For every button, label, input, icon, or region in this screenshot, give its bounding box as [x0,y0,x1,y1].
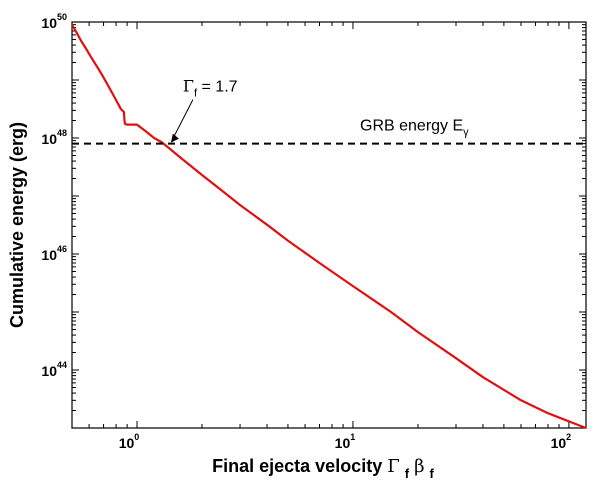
x-tick-label: 101 [335,432,356,451]
x-tick-base: 10 [119,435,135,451]
y-tick-base: 10 [41,247,57,263]
x-tick-exponent: 1 [350,432,355,442]
axis-ticks [71,21,586,429]
y-tick-base: 10 [41,131,57,147]
gamma-annotation-arrow-line [171,99,194,141]
y-tick-base: 10 [41,15,57,31]
grb-energy-label: GRB energy Eγ [360,118,469,139]
series-layer [71,24,587,430]
gamma-subscript: f [194,88,198,100]
gamma-value: = 1.7 [197,79,238,96]
x-axis-label-gamma: Γ [387,456,400,477]
y-tick-exponent: 46 [57,244,67,254]
x-tick-label: 100 [119,432,140,451]
plot-frame [71,21,587,429]
x-tick-base: 10 [551,435,567,451]
y-axis-label: Cumulative energy (erg) [7,122,27,328]
y-tick-base: 10 [41,363,57,379]
y-tick-label: 1048 [41,128,67,147]
annotations: Γf = 1.7 GRB energy Eγ [170,77,469,143]
x-axis-label-gamma-sub: f [405,466,410,481]
grb-energy-text: GRB energy E [360,118,463,135]
y-tick-exponent: 50 [57,12,67,22]
gamma-annotation-arrowhead [170,133,179,143]
energy-curve [71,24,587,430]
x-tick-exponent: 0 [134,432,139,442]
y-tick-label: 1046 [41,244,67,263]
y-tick-label: 1044 [41,360,67,379]
y-tick-exponent: 44 [57,360,67,370]
x-axis-label-text: Final ejecta velocity [212,456,382,476]
x-axis-label: Final ejecta velocity Γ f β f [212,456,434,482]
x-tick-label: 102 [551,432,572,451]
x-axis-label-beta-sub: f [430,466,435,481]
gamma-symbol: Γ [183,77,194,96]
y-tick-exponent: 48 [57,128,67,138]
x-tick-base: 10 [335,435,351,451]
grb-energy-subscript: γ [463,127,469,139]
x-axis-label-beta: β [414,456,424,477]
x-tick-exponent: 2 [566,432,571,442]
y-tick-label: 1050 [41,12,67,31]
gamma-annotation-label: Γf = 1.7 [183,77,238,100]
